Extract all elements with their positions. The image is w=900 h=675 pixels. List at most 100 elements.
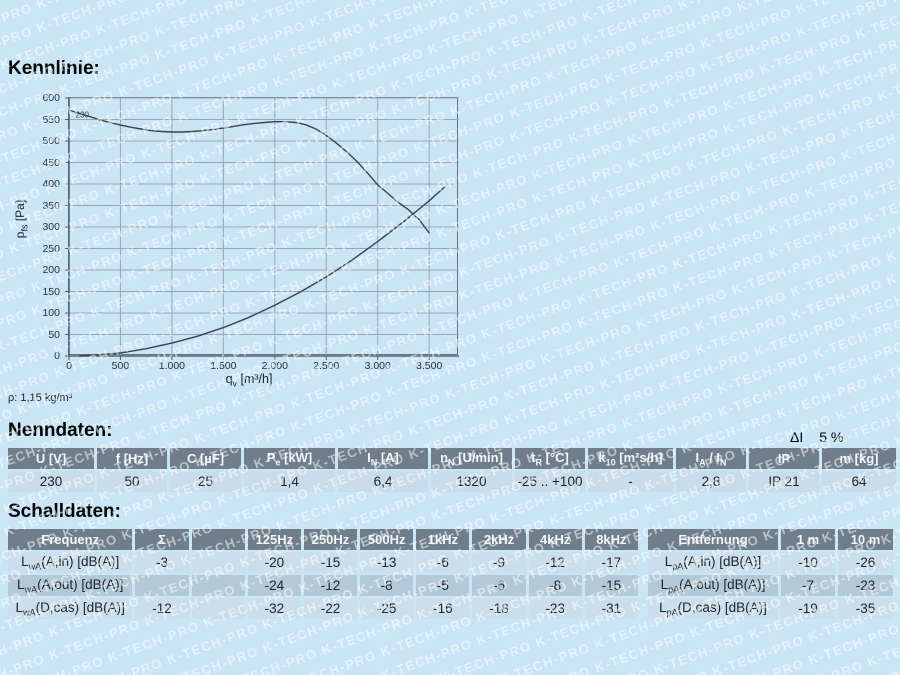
column-header: m [kg] (822, 448, 896, 469)
column-header: IN [A] (338, 448, 428, 469)
sound-distance-table: Entfernung 1 m 10 m LpA(A,in) [dB(A)] -1… (645, 527, 896, 621)
y-tick-label: 50 (48, 328, 60, 341)
table-row: LpA(D,cas) [dB(A)] -19 -35 (648, 598, 893, 619)
system-resistance-curve (79, 186, 446, 357)
value-cell (191, 575, 245, 596)
column-header: 2kHz (472, 529, 526, 550)
column-header: Pe [kW] (244, 448, 335, 469)
x-tick-label: 500 (111, 360, 130, 372)
value-cell: 1320 (431, 471, 512, 492)
y-tick-label: 250 (42, 242, 60, 255)
x-axis-label: qv [m³/h] (225, 372, 273, 389)
column-header: 4kHz (528, 529, 582, 550)
value-cell: 2,8 (676, 471, 746, 492)
value-cell: -12 (528, 552, 582, 573)
table-row: 230 50 25 1,4 6,4 1320 -25 .. +100 - 2,8… (8, 471, 896, 492)
y-tick-label: 350 (42, 199, 60, 212)
x-tick-label: 3.500 (416, 360, 443, 372)
column-header: U [V] (8, 448, 94, 469)
kennlinie-title: Kennlinie: (8, 58, 100, 79)
value-cell: 25 (170, 471, 241, 492)
column-header: k10 [m²s/h] (588, 448, 673, 469)
value-cell: IP 21 (749, 471, 819, 492)
y-tick-label: 0 (54, 350, 60, 362)
delta-i-value: 5 % (819, 429, 844, 445)
column-header: 250Hz (303, 529, 358, 550)
y-tick-label: 100 (42, 307, 60, 319)
value-cell: - (588, 471, 673, 492)
value-cell: -7 (781, 575, 835, 596)
x-tick-label: 1.000 (158, 360, 186, 372)
value-cell: -15 (584, 575, 638, 596)
column-header: 1 m (781, 529, 835, 550)
row-label-cell: LpA(A,out) [dB(A)] (648, 575, 778, 596)
column-header: IA / IN (676, 448, 746, 469)
column-header: Entfernung (648, 529, 778, 550)
value-cell: -12 (135, 598, 189, 619)
value-cell: -6 (472, 575, 526, 596)
watermark-text-line: K-TECH-PRO K-TECH-PRO K-TECH-PRO K-TECH-… (0, 387, 900, 675)
y-tick-label: 300 (42, 221, 60, 233)
value-cell: -23 (838, 575, 893, 596)
y-tick-label: 500 (42, 135, 60, 147)
value-cell: -25 .. +100 (515, 471, 585, 492)
column-header: IP (749, 448, 819, 469)
value-cell: -17 (584, 552, 638, 573)
table-header-row: Frequenz Σ 125Hz 250Hz 500Hz 1kHz 2kHz 4… (8, 529, 638, 550)
value-cell: -25 (360, 598, 414, 619)
value-cell (191, 552, 245, 573)
current-tolerance-note: ΔI 5 % (790, 429, 843, 445)
table-row: LwA(A,in) [dB(A)] -3 -20 -15 -13 -6 -9 -… (8, 552, 638, 573)
value-cell: -8 (528, 575, 582, 596)
y-axis-label: pfs [Pa] (13, 199, 30, 239)
value-cell: -6 (416, 552, 470, 573)
watermark-text-line: K-TECH-PRO K-TECH-PRO K-TECH-PRO K-TECH-… (35, 660, 900, 675)
value-cell: -20 (247, 552, 301, 573)
table-row: LwA(D,cas) [dB(A)] -12 -32 -22 -25 -16 -… (8, 598, 638, 619)
value-cell (135, 575, 189, 596)
value-cell: -35 (838, 598, 893, 619)
column-header (191, 529, 245, 550)
table-row: LpA(A,in) [dB(A)] -10 -26 (648, 552, 893, 573)
sound-frequency-table: Frequenz Σ 125Hz 250Hz 500Hz 1kHz 2kHz 4… (5, 527, 641, 621)
value-cell: -3 (135, 552, 189, 573)
y-tick-label: 600 (42, 92, 60, 104)
column-header: Frequenz (8, 529, 133, 550)
curve-start-annotation: 230 (75, 110, 90, 120)
x-tick-label: 0 (66, 360, 72, 372)
y-tick-label: 200 (42, 264, 60, 276)
value-cell: -23 (528, 598, 582, 619)
table-header-row: Entfernung 1 m 10 m (648, 529, 893, 550)
column-header: 500Hz (360, 529, 414, 550)
characteristic-curve-chart: pfs [Pa] qv [m³/h] 0 50 100 150 200 250 300 350… (13, 92, 459, 389)
row-label-cell: LpA(A,in) [dB(A)] (648, 552, 778, 573)
value-cell: 64 (822, 471, 896, 492)
nenndaten-title: Nenndaten: (8, 420, 113, 441)
table-row: LwA(A,out) [dB(A)] -24 -12 -8 -5 -6 -8 -… (8, 575, 638, 596)
column-header: 125Hz (247, 529, 301, 550)
watermark-text-line: K-TECH-PRO K-TECH-PRO K-TECH-PRO K-TECH-… (0, 644, 900, 675)
x-tick-label: 2.500 (313, 360, 340, 372)
column-header: 10 m (838, 529, 893, 550)
air-density-note: ρ: 1,15 kg/m³ (8, 392, 73, 404)
row-label-cell: LpA(D,cas) [dB(A)] (648, 598, 778, 619)
column-header: nN [U/min] (431, 448, 512, 469)
value-cell: 50 (97, 471, 167, 492)
delta-i-label: ΔI (790, 429, 804, 445)
value-cell: -32 (247, 598, 301, 619)
value-cell: -16 (416, 598, 470, 619)
fan-pressure-curve (68, 109, 430, 234)
nominal-data-table: U [V] f [Hz] C [µF] Pe [kW] IN [A] nN [U… (5, 446, 899, 494)
schalldaten-title: Schalldaten: (8, 501, 121, 522)
value-cell: 1,4 (244, 471, 335, 492)
column-header: 1kHz (416, 529, 470, 550)
value-cell: -31 (584, 598, 638, 619)
row-label-cell: LwA(A,in) [dB(A)] (8, 552, 133, 573)
column-header: C [µF] (170, 448, 241, 469)
value-cell: -8 (360, 575, 414, 596)
value-cell: -26 (838, 552, 893, 573)
value-cell (191, 598, 245, 619)
column-header: tR [°C] (515, 448, 585, 469)
y-tick-label: 400 (42, 178, 60, 190)
